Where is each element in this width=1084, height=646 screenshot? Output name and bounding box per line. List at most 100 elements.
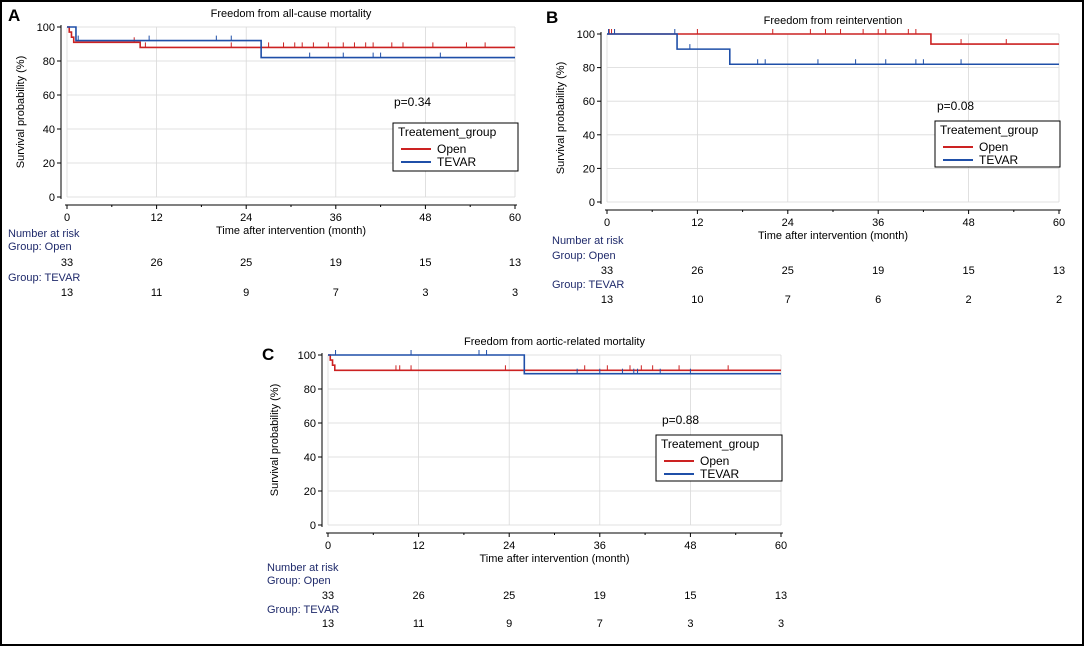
x-tick-label: 12	[691, 217, 703, 229]
risk-count: 33	[322, 590, 334, 602]
risk-group-label: Group: Open	[267, 575, 331, 587]
x-tick-label: 24	[503, 540, 515, 552]
y-tick-label: 0	[589, 197, 595, 209]
risk-count: 13	[775, 590, 787, 602]
risk-count: 3	[687, 618, 693, 630]
risk-count: 13	[322, 618, 334, 630]
risk-group-label: Group: Open	[8, 241, 72, 253]
risk-count: 33	[601, 265, 613, 277]
risk-count: 19	[330, 257, 342, 269]
y-tick-label: 0	[49, 192, 55, 204]
risk-count: 13	[509, 257, 521, 269]
legend-title: Treatement_group	[398, 125, 497, 139]
y-tick-label: 100	[37, 22, 55, 34]
risk-count: 19	[872, 265, 884, 277]
y-tick-label: 100	[577, 29, 595, 41]
panel-label: A	[8, 6, 20, 25]
risk-count: 25	[782, 265, 794, 277]
survival-curve-tevar	[607, 33, 1059, 66]
x-tick-label: 48	[684, 540, 696, 552]
panel-b: B Freedom from reintervention020406080100…	[546, 8, 1065, 306]
risk-count: 26	[150, 257, 162, 269]
panel-c: C Freedom from aortic-related mortality 0 2…	[262, 336, 787, 630]
x-tick-label: 12	[150, 212, 162, 224]
y-tick-label: 40	[304, 452, 316, 464]
x-tick-label: 48	[419, 212, 431, 224]
y-tick-label: 80	[304, 384, 316, 396]
y-tick-label: 100	[298, 350, 316, 362]
y-tick-label: 20	[304, 486, 316, 498]
y-tick-label: 20	[43, 158, 55, 170]
x-tick-label: 36	[872, 217, 884, 229]
x-tick-label: 24	[240, 212, 252, 224]
x-tick-label: 48	[962, 217, 974, 229]
risk-group-label: Group: TEVAR	[8, 272, 80, 284]
y-axis-label: Survival probability (%)	[269, 384, 281, 496]
x-tick-label: 60	[1053, 217, 1065, 229]
y-tick-label: 80	[43, 56, 55, 68]
x-tick-label: 12	[412, 540, 424, 552]
risk-count: 2	[1056, 294, 1062, 306]
risk-count: 6	[875, 294, 881, 306]
risk-count: 11	[413, 618, 424, 630]
risk-count: 7	[333, 287, 339, 299]
panel-label: C	[262, 345, 274, 364]
y-tick-label: 20	[583, 163, 595, 175]
risk-group-label: Group: TEVAR	[267, 604, 339, 616]
risk-count: 25	[240, 257, 252, 269]
x-tick-label: 0	[64, 212, 70, 224]
risk-count: 2	[966, 294, 972, 306]
risk-group-label: Group: TEVAR	[552, 279, 624, 291]
p-value: p=0.34	[394, 95, 431, 109]
risk-count: 3	[422, 287, 428, 299]
risk-count: 15	[962, 265, 974, 277]
risk-table-header: Number at risk	[267, 562, 339, 574]
risk-group-label: Group: Open	[552, 250, 616, 262]
risk-count: 11	[151, 287, 162, 299]
risk-table-header: Number at risk	[552, 235, 624, 247]
x-tick-label: 36	[330, 212, 342, 224]
y-tick-label: 60	[304, 418, 316, 430]
risk-count: 26	[691, 265, 703, 277]
risk-count: 15	[419, 257, 431, 269]
legend-title: Treatement_group	[661, 437, 760, 451]
risk-count: 7	[597, 618, 603, 630]
y-axis-label: Survival probability (%)	[15, 56, 27, 168]
legend-label-open: Open	[700, 454, 729, 468]
risk-count: 13	[61, 287, 73, 299]
x-axis-label: Time after intervention (month)	[216, 225, 366, 237]
panel-label: B	[546, 8, 558, 27]
risk-count: 25	[503, 590, 515, 602]
legend-label-tevar: TEVAR	[437, 155, 476, 169]
risk-count: 9	[243, 287, 249, 299]
x-tick-label: 36	[594, 540, 606, 552]
x-axis-label: Time after intervention (month)	[758, 230, 908, 242]
y-tick-label: 40	[583, 130, 595, 142]
p-value: p=0.88	[662, 413, 699, 427]
legend-label-open: Open	[437, 142, 466, 156]
risk-count: 13	[1053, 265, 1065, 277]
chart-title: Freedom from aortic-related mortality	[464, 336, 645, 348]
risk-count: 9	[506, 618, 512, 630]
risk-table-header: Number at risk	[8, 228, 80, 240]
risk-count: 33	[61, 257, 73, 269]
y-tick-label: 60	[43, 90, 55, 102]
survival-curve-tevar	[328, 354, 781, 375]
x-axis-label: Time after intervention (month)	[480, 553, 630, 565]
p-value: p=0.08	[937, 99, 974, 113]
y-axis-label: Survival probability (%)	[555, 62, 567, 174]
y-tick-label: 0	[310, 520, 316, 532]
y-tick-label: 60	[583, 96, 595, 108]
risk-count: 26	[412, 590, 424, 602]
chart-title: Freedom from reintervention	[764, 15, 903, 27]
legend-label-open: Open	[979, 140, 1008, 154]
risk-count: 10	[691, 294, 703, 306]
survival-curve-open	[67, 26, 515, 49]
survival-curve-open	[607, 33, 1059, 45]
risk-count: 19	[594, 590, 606, 602]
risk-count: 15	[684, 590, 696, 602]
x-tick-label: 24	[782, 217, 794, 229]
legend-title: Treatement_group	[940, 123, 1039, 137]
risk-count: 13	[601, 294, 613, 306]
